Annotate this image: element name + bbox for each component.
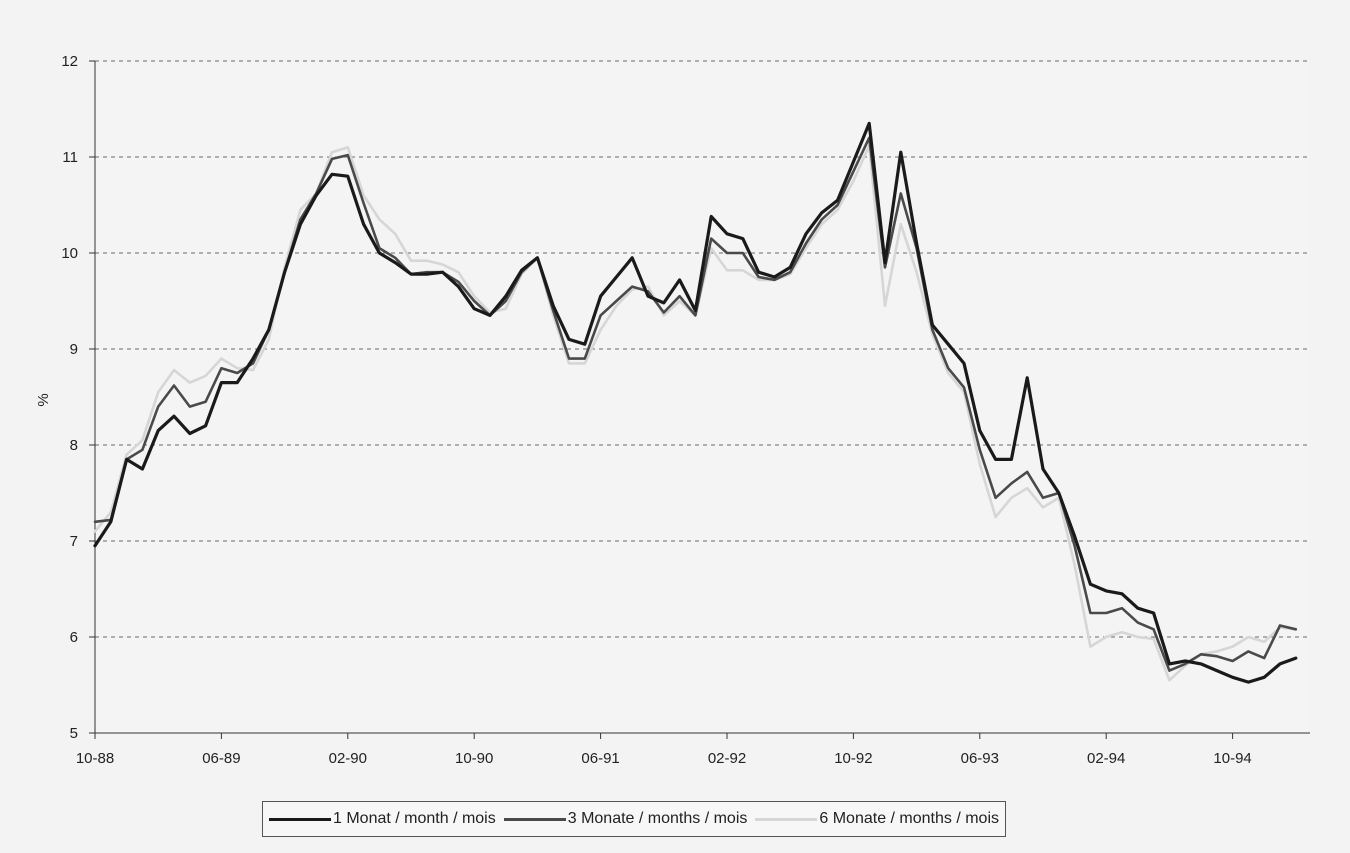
x-tick-label-02-90: 02-90: [329, 750, 367, 767]
legend-swatch-3-months: [503, 817, 566, 821]
legend-label-6-months: 6 Monate / months / mois: [819, 810, 1000, 827]
x-tick-label-10-90: 10-90: [455, 750, 493, 767]
y-tick-label-10: 10: [61, 245, 78, 262]
legend-item-1-month: 1 Monat / month / mois: [269, 810, 496, 828]
legend-item-3-months: 3 Monate / months / mois: [503, 810, 748, 828]
legend-swatch-1-month: [269, 817, 331, 821]
legend-label-1-month: 1 Monat / month / mois: [333, 810, 496, 827]
series-lines: [93, 121, 1298, 684]
y-axis-label: %: [35, 393, 52, 406]
x-tick-label-06-91: 06-91: [581, 750, 619, 767]
y-tick-label-7: 7: [70, 533, 78, 550]
y-tick-label-6: 6: [70, 629, 78, 646]
x-tick-label-10-94: 10-94: [1213, 750, 1251, 767]
y-tick-label-12: 12: [61, 53, 78, 70]
y-tick-label-5: 5: [70, 725, 78, 742]
x-tick-label-06-93: 06-93: [961, 750, 999, 767]
legend-swatch-6-months: [755, 817, 818, 821]
x-tick-label-10-92: 10-92: [834, 750, 872, 767]
series-line-1-month: [93, 121, 1298, 684]
y-tick-label-11: 11: [62, 149, 78, 166]
axes: 5 6 7 8 9 10 11 12 10-88 06-89 02-90 10-90 06-91 02-9…: [61, 53, 1310, 767]
x-tick-label-02-92: 02-92: [708, 750, 746, 767]
chart-legend: 1 Monat / month / mois 3 Monate / months…: [262, 801, 1007, 837]
y-tick-label-8: 8: [70, 437, 78, 454]
x-tick-label-10-88: 10-88: [76, 750, 114, 767]
y-tick-label-9: 9: [70, 341, 78, 358]
x-tick-label-06-89: 06-89: [202, 750, 240, 767]
legend-item-6-months: 6 Monate / months / mois: [755, 810, 999, 828]
legend-label-3-months: 3 Monate / months / mois: [567, 810, 748, 827]
x-tick-label-02-94: 02-94: [1087, 750, 1125, 767]
gridlines: [95, 60, 1310, 638]
plot-area: [95, 61, 1310, 733]
